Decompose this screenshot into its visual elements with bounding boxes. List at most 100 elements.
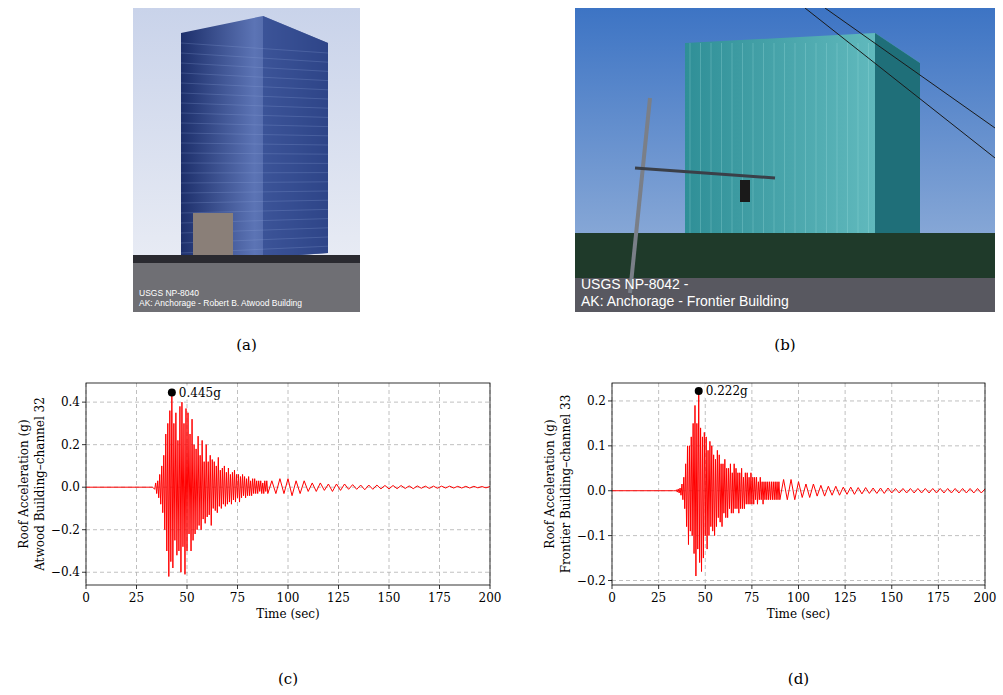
x-tick-label: 150 (880, 591, 903, 605)
grid-line (891, 383, 892, 585)
grid-line (86, 529, 490, 530)
x-tick-label: 75 (230, 591, 245, 605)
panel-label: (d) (788, 670, 809, 688)
facade-line (181, 143, 328, 145)
y-tick (82, 572, 86, 573)
y-tick-label: 0.2 (587, 394, 606, 408)
x-tick (891, 585, 892, 589)
facade-line (181, 113, 328, 117)
photo (133, 8, 360, 312)
x-tick (658, 585, 659, 589)
grid-line (658, 383, 659, 585)
x-tick-label: 200 (479, 591, 502, 605)
grid-line (86, 572, 490, 573)
sky (133, 8, 360, 312)
photo (575, 8, 995, 312)
annotation: 0.445g (179, 386, 221, 400)
x-tick-label: 25 (129, 591, 144, 605)
x-axis-title: Time (sec) (256, 607, 319, 621)
x-tick-label: 150 (378, 591, 401, 605)
grid-line (612, 400, 985, 401)
facade-line (181, 200, 328, 203)
signal-arm (635, 168, 775, 178)
x-axis-title: Time (sec) (767, 607, 830, 621)
photo-caption: USGS NP-8040 (139, 288, 199, 298)
y-tick-label: 0.2 (61, 438, 80, 452)
y-tick (608, 490, 612, 491)
x-tick-label: 50 (179, 591, 194, 605)
pole (630, 98, 650, 293)
x-tick-label: 175 (927, 591, 950, 605)
panel-label: (c) (278, 670, 298, 688)
y-tick-label: 0.1 (587, 439, 606, 453)
plot-frame (612, 383, 985, 585)
x-tick-label: 50 (698, 591, 713, 605)
series-line (612, 391, 985, 576)
peak-marker (695, 387, 703, 395)
x-tick-label: 175 (428, 591, 451, 605)
y-axis-title: Roof Acceleration (g) (543, 419, 557, 548)
y-tick (82, 487, 86, 488)
chart: 0255075100125150175200−0.4−0.20.00.20.40… (17, 383, 502, 688)
y-tick (608, 580, 612, 581)
x-tick (985, 585, 986, 589)
sky (575, 8, 995, 312)
facade-line (181, 103, 328, 108)
y-tick (82, 402, 86, 403)
x-tick-label: 75 (744, 591, 759, 605)
y-axis-title: Frontier Building–channel 33 (559, 395, 573, 574)
cars (133, 255, 360, 263)
facade-line (181, 163, 328, 164)
y-tick-label: −0.4 (51, 565, 81, 579)
y-tick-label: −0.2 (577, 574, 606, 588)
facade-line (181, 73, 328, 81)
x-tick (845, 585, 846, 589)
plot-frame (86, 383, 490, 585)
grid-line (288, 383, 289, 585)
low-building (193, 213, 233, 258)
x-tick (338, 585, 339, 589)
street (133, 258, 360, 312)
y-tick (608, 535, 612, 536)
building (181, 16, 328, 263)
y-tick-label: 0.4 (61, 395, 80, 409)
x-tick (612, 585, 613, 589)
y-tick-label: 0.0 (587, 484, 606, 498)
annotation-bg (178, 386, 222, 400)
facade-line (181, 182, 328, 183)
chart: 0255075100125150175200−0.2−0.10.00.10.20… (543, 383, 997, 688)
x-tick-label: 125 (834, 591, 857, 605)
y-axis-title: Atwood Building–channel 32 (33, 397, 47, 572)
x-tick (187, 585, 188, 589)
annotation-bg (705, 384, 749, 398)
x-tick (490, 585, 491, 589)
x-tick (751, 585, 752, 589)
peak-marker (168, 389, 176, 397)
facade-line (181, 83, 328, 90)
panel-label: (a) (236, 336, 257, 354)
grid-line (86, 402, 490, 403)
photo-caption: USGS NP-8042 - (581, 276, 689, 292)
y-tick-label: −0.2 (51, 523, 80, 537)
y-tick (82, 444, 86, 445)
facade-line (181, 209, 328, 213)
x-tick (86, 585, 87, 589)
wire (825, 8, 995, 128)
plot-data (86, 393, 490, 577)
x-tick-label: 200 (974, 591, 997, 605)
photo-caption: AK: Anchorage - Robert B. Atwood Buildin… (139, 298, 302, 308)
x-tick-label: 25 (651, 591, 666, 605)
x-tick-label: 125 (327, 591, 350, 605)
x-tick (705, 585, 706, 589)
x-tick-label: 100 (277, 591, 300, 605)
x-tick-label: 0 (608, 591, 616, 605)
facade-line (181, 123, 328, 127)
series-line (86, 393, 490, 577)
x-tick-label: 0 (82, 591, 90, 605)
grid-line (845, 383, 846, 585)
facade-line (181, 133, 328, 136)
grid-line (86, 444, 490, 445)
facade-line (181, 93, 328, 99)
x-tick (938, 585, 939, 589)
photo-caption: AK: Anchorage - Frontier Building (581, 293, 789, 309)
